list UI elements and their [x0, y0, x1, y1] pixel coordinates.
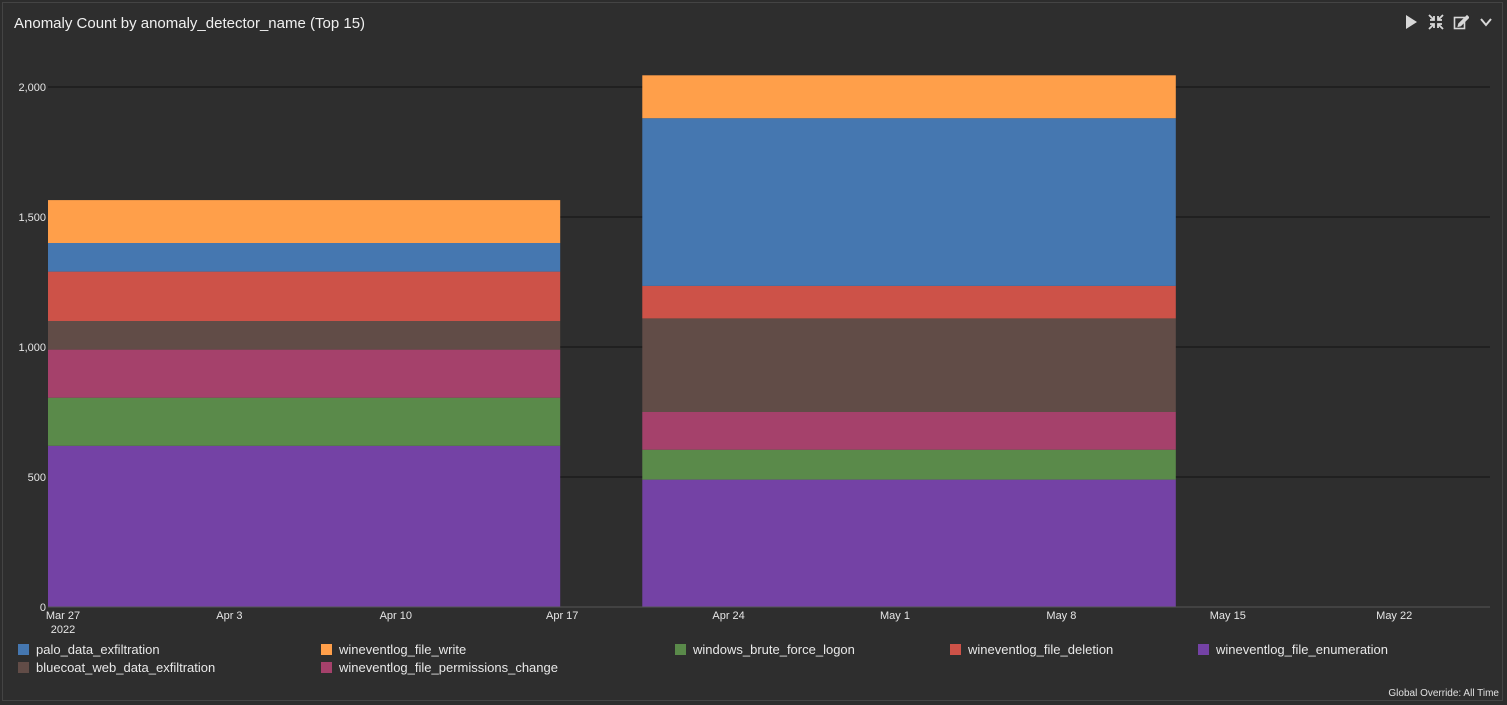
legend-label: bluecoat_web_data_exfiltration [36, 660, 216, 675]
bar-segment-wineventlog-file-enumeration[interactable] [642, 479, 1176, 607]
legend-item-windows-brute-force-logon[interactable]: windows_brute_force_logon [675, 642, 855, 657]
bar-segment-windows-brute-force-logon[interactable] [642, 449, 1176, 480]
bar-segment-wineventlog-file-deletion[interactable] [48, 271, 561, 321]
x-tick-label: Apr 10 [380, 610, 412, 622]
y-tick-label: 1,500 [18, 212, 46, 224]
x-tick-label: May 1 [880, 610, 910, 622]
y-tick-label: 1,000 [18, 342, 46, 354]
legend-label: wineventlog_file_enumeration [1216, 642, 1389, 657]
legend-item-wineventlog-file-write[interactable]: wineventlog_file_write [321, 642, 466, 657]
y-tick-label: 0 [40, 602, 46, 614]
legend-item-wineventlog-file-permissions-change[interactable]: wineventlog_file_permissions_change [321, 660, 558, 675]
x-tick-label: Apr 3 [216, 610, 242, 622]
x-tick-label: Apr 17 [546, 610, 578, 622]
bar-segment-palo-data-exfiltration[interactable] [642, 118, 1176, 286]
bar-segment-wineventlog-file-write[interactable] [642, 75, 1176, 119]
panel-title: Anomaly Count by anomaly_detector_name (… [14, 15, 366, 32]
x-tick-sublabel: 2022 [51, 624, 75, 636]
x-tick-label: May 8 [1046, 610, 1076, 622]
x-tick-label: Apr 24 [712, 610, 744, 622]
legend-label: palo_data_exfiltration [36, 642, 160, 657]
legend-swatch [18, 662, 29, 673]
x-tick-label: May 22 [1376, 610, 1412, 622]
chart-legend: palo_data_exfiltration wineventlog_file_w… [18, 642, 1498, 682]
legend-item-bluecoat-web-data-exfiltration[interactable]: bluecoat_web_data_exfiltration [18, 660, 215, 675]
play-icon[interactable] [1403, 14, 1419, 30]
chevron-down-icon[interactable] [1478, 14, 1494, 30]
legend-label: windows_brute_force_logon [693, 642, 855, 657]
legend-item-wineventlog-file-enumeration[interactable]: wineventlog_file_enumeration [1198, 642, 1388, 657]
collapse-icon[interactable] [1428, 14, 1444, 30]
bar-segment-wineventlog-file-deletion[interactable] [642, 285, 1176, 319]
legend-item-wineventlog-file-deletion[interactable]: wineventlog_file_deletion [950, 642, 1113, 657]
stacked-bar-chart: 0 500 1,000 1,500 2,000 Mar 27 2022 Apr 3 Apr 10… [18, 75, 1490, 636]
bar-segment-palo-data-exfiltration[interactable] [48, 243, 561, 272]
bar-segment-wineventlog-file-permissions-change[interactable] [642, 412, 1176, 450]
x-tick-label: May 15 [1210, 610, 1246, 622]
legend-label: wineventlog_file_permissions_change [339, 660, 558, 675]
y-tick-label: 2,000 [18, 82, 46, 94]
legend-swatch [321, 644, 332, 655]
legend-swatch [1198, 644, 1209, 655]
bar-segment-wineventlog-file-permissions-change[interactable] [48, 349, 561, 398]
global-override-label: Global Override: All Time [1388, 688, 1499, 699]
edit-icon[interactable] [1453, 14, 1469, 30]
legend-item-palo-data-exfiltration[interactable]: palo_data_exfiltration [18, 642, 160, 657]
legend-swatch [321, 662, 332, 673]
panel-toolbar [1403, 14, 1494, 30]
legend-swatch [950, 644, 961, 655]
y-tick-label: 500 [28, 472, 46, 484]
legend-swatch [675, 644, 686, 655]
bar-segment-wineventlog-file-write[interactable] [48, 200, 561, 243]
bar-segment-bluecoat-web-data-exfiltration[interactable] [48, 321, 561, 350]
legend-label: wineventlog_file_write [339, 642, 467, 657]
legend-label: wineventlog_file_deletion [968, 642, 1114, 657]
legend-swatch [18, 644, 29, 655]
bar-segment-windows-brute-force-logon[interactable] [48, 397, 561, 446]
bar-segment-wineventlog-file-enumeration[interactable] [48, 445, 561, 607]
x-tick-label: Mar 27 [46, 610, 80, 622]
bar-segment-bluecoat-web-data-exfiltration[interactable] [642, 318, 1176, 412]
